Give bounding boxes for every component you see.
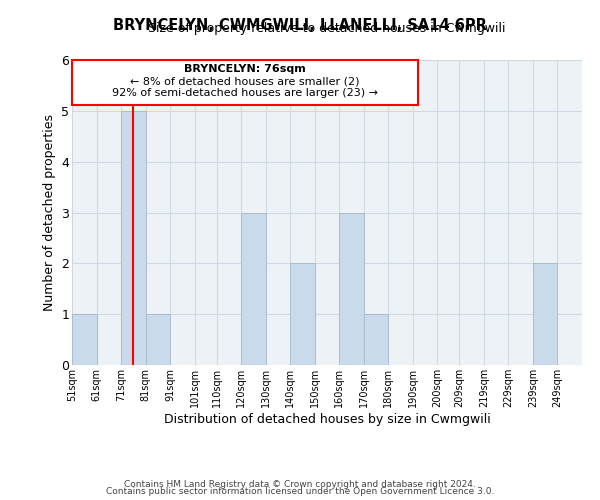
Text: Contains HM Land Registry data © Crown copyright and database right 2024.: Contains HM Land Registry data © Crown c… bbox=[124, 480, 476, 489]
X-axis label: Distribution of detached houses by size in Cwmgwili: Distribution of detached houses by size … bbox=[164, 412, 490, 426]
Text: ← 8% of detached houses are smaller (2): ← 8% of detached houses are smaller (2) bbox=[130, 76, 359, 86]
Bar bbox=[533, 264, 557, 365]
Bar bbox=[290, 264, 315, 365]
Bar bbox=[72, 314, 97, 365]
Y-axis label: Number of detached properties: Number of detached properties bbox=[43, 114, 56, 311]
Text: BRYNCELYN, CWMGWILI, LLANELLI, SA14 6PR: BRYNCELYN, CWMGWILI, LLANELLI, SA14 6PR bbox=[113, 18, 487, 32]
FancyBboxPatch shape bbox=[72, 60, 418, 104]
Bar bbox=[241, 212, 266, 365]
Bar bbox=[364, 314, 388, 365]
Text: BRYNCELYN: 76sqm: BRYNCELYN: 76sqm bbox=[184, 64, 306, 74]
Text: 92% of semi-detached houses are larger (23) →: 92% of semi-detached houses are larger (… bbox=[112, 88, 378, 99]
Title: Size of property relative to detached houses in Cwmgwili: Size of property relative to detached ho… bbox=[148, 22, 506, 35]
Bar bbox=[121, 111, 146, 365]
Text: Contains public sector information licensed under the Open Government Licence 3.: Contains public sector information licen… bbox=[106, 487, 494, 496]
Bar bbox=[146, 314, 170, 365]
Bar bbox=[339, 212, 364, 365]
